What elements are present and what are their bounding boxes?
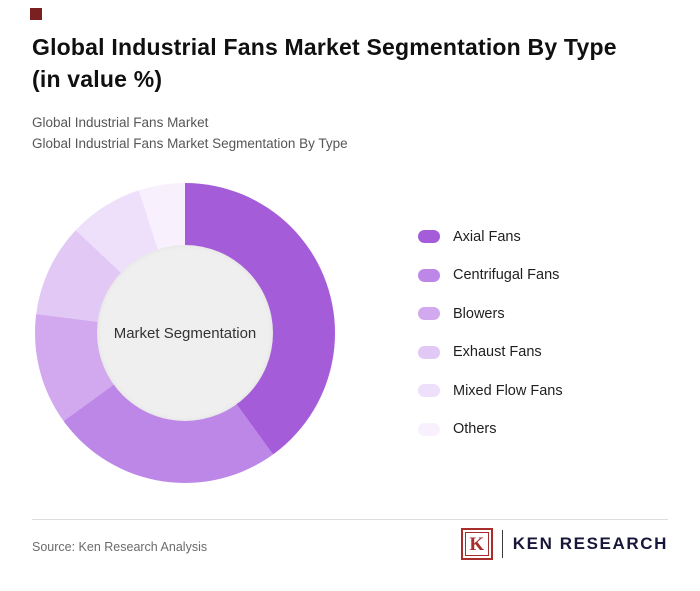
legend-swatch — [418, 384, 440, 397]
logo-wordmark: KEN RESEARCH — [512, 534, 668, 553]
legend-item: Others — [418, 421, 563, 438]
legend-item: Blowers — [418, 305, 563, 322]
donut-chart: Market Segmentation — [35, 183, 335, 483]
legend-item: Centrifugal Fans — [418, 267, 563, 284]
legend-item: Exhaust Fans — [418, 344, 563, 361]
page-title-line1: Global Industrial Fans Market Segmentati… — [32, 34, 617, 60]
chart-subtitle-market: Global Industrial Fans Market — [32, 115, 209, 130]
legend-swatch — [418, 268, 440, 282]
legend-label: Blowers — [453, 305, 505, 322]
logo-k-box: K — [460, 528, 493, 560]
legend-label: Others — [453, 421, 497, 437]
chart-subtitle-segmentation: Global Industrial Fans Market Segmentati… — [32, 136, 348, 151]
footer-divider — [32, 519, 668, 520]
brand-accent-square — [30, 8, 42, 20]
legend-label: Centrifugal Fans — [453, 267, 560, 283]
source-text: Source: Ken Research Analysis — [32, 540, 208, 554]
legend-swatch — [418, 230, 440, 243]
legend-swatch — [418, 422, 440, 436]
legend-label: Mixed Flow Fans — [453, 382, 563, 399]
legend: Axial Fans Centrifugal Fans Blowers Exhaust… — [418, 228, 563, 459]
page-title: Global Industrial Fans Market Segmentati… — [32, 32, 672, 95]
legend-label: Axial Fans — [453, 228, 521, 245]
legend-item: Mixed Flow Fans — [418, 382, 563, 399]
legend-item: Axial Fans — [418, 228, 563, 245]
donut-center: Market Segmentation — [97, 245, 273, 421]
legend-swatch — [418, 307, 440, 320]
page-title-line2: (in value %) — [32, 65, 163, 92]
legend-swatch — [418, 345, 440, 359]
logo-separator — [501, 530, 503, 558]
ken-research-logo: K KEN RESEARCH — [460, 528, 668, 560]
donut-center-label: Market Segmentation — [113, 324, 257, 342]
legend-label: Exhaust Fans — [453, 344, 542, 360]
logo-k-box-inner: K — [464, 532, 489, 556]
logo-k-letter: K — [469, 533, 485, 555]
